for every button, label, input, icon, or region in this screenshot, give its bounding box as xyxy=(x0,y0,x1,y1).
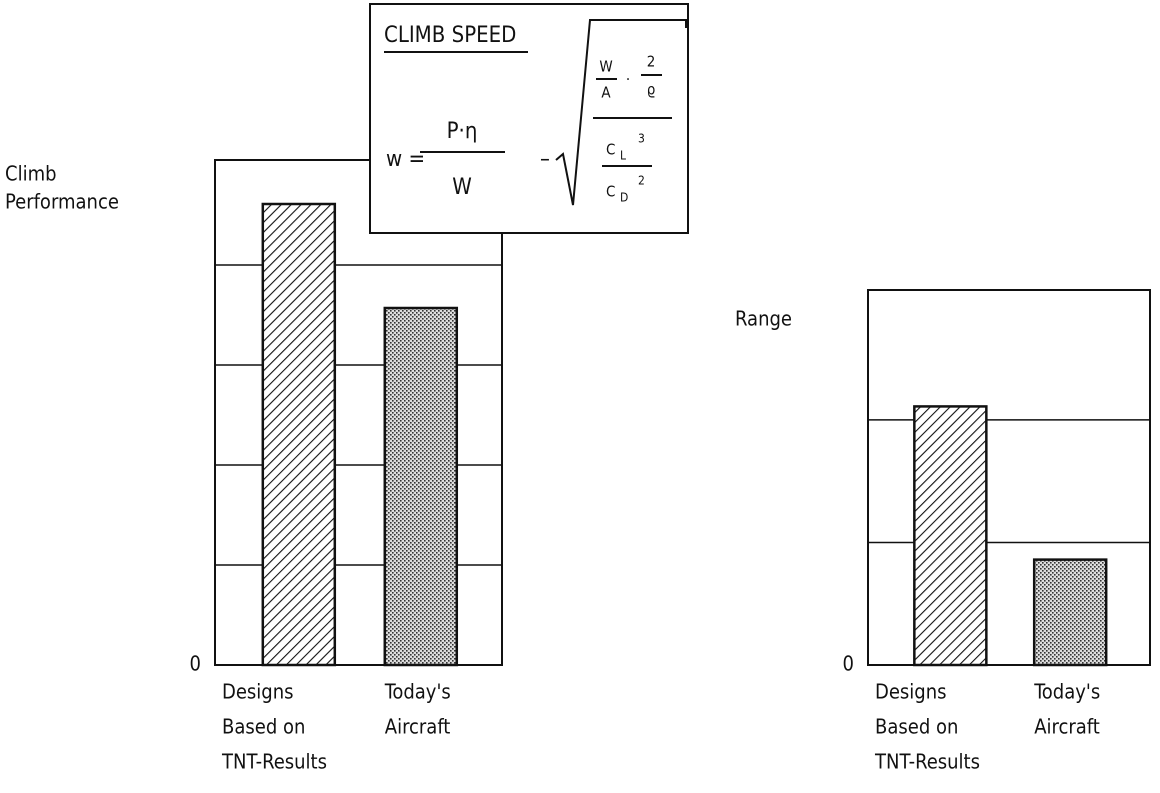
plot-frame xyxy=(214,159,503,666)
x-tick-label: Designs xyxy=(875,680,947,704)
formula-text: A xyxy=(601,84,611,102)
formula-text: D xyxy=(620,191,628,205)
x-tick-label: Based on xyxy=(222,715,305,739)
x-tick-label: Aircraft xyxy=(385,715,451,739)
plot-frame xyxy=(867,289,1151,666)
x-tick-label: Aircraft xyxy=(1034,715,1100,739)
x-tick-label: TNT-Results xyxy=(874,750,980,774)
x-tick-label: Designs xyxy=(222,680,294,704)
formula-lhs: w = xyxy=(386,147,425,172)
charts: 0 Climb Performance Designs Based on TNT-Resu… xyxy=(5,159,1151,774)
x-tick-label: Today's xyxy=(1033,680,1100,704)
formula-text: 2 xyxy=(638,174,645,188)
formula-text: 2 xyxy=(647,53,656,71)
bar xyxy=(261,202,337,667)
formula-text: P·η xyxy=(447,119,478,144)
formula-box: CLIMB SPEED w = P·η W – W A · 2 ϱ C L 3 … xyxy=(369,3,689,234)
formula-text: W xyxy=(599,58,612,76)
y-axis-label: Climb xyxy=(5,162,57,186)
y-tick-label: 0 xyxy=(190,652,201,676)
y-tick-label: 0 xyxy=(843,652,854,676)
formula-text: ϱ xyxy=(647,81,656,99)
formula-text: C xyxy=(606,183,615,201)
x-tick-label: Today's xyxy=(384,680,451,704)
x-tick-label: Based on xyxy=(875,715,958,739)
bar xyxy=(913,405,988,667)
x-tick-label: TNT-Results xyxy=(221,750,327,774)
formula-text: W xyxy=(452,175,472,200)
bar xyxy=(383,306,459,667)
radical xyxy=(555,19,687,206)
y-axis-label: Range xyxy=(735,307,792,331)
y-axis-label: Performance xyxy=(5,190,119,214)
formula-text: C xyxy=(606,141,615,159)
formula-text: · xyxy=(626,71,630,89)
formula-title: CLIMB SPEED xyxy=(384,23,516,48)
formula-text: 3 xyxy=(638,132,645,146)
formula-text: L xyxy=(620,149,626,163)
bar xyxy=(1032,558,1108,667)
formula-text: – xyxy=(540,147,550,172)
